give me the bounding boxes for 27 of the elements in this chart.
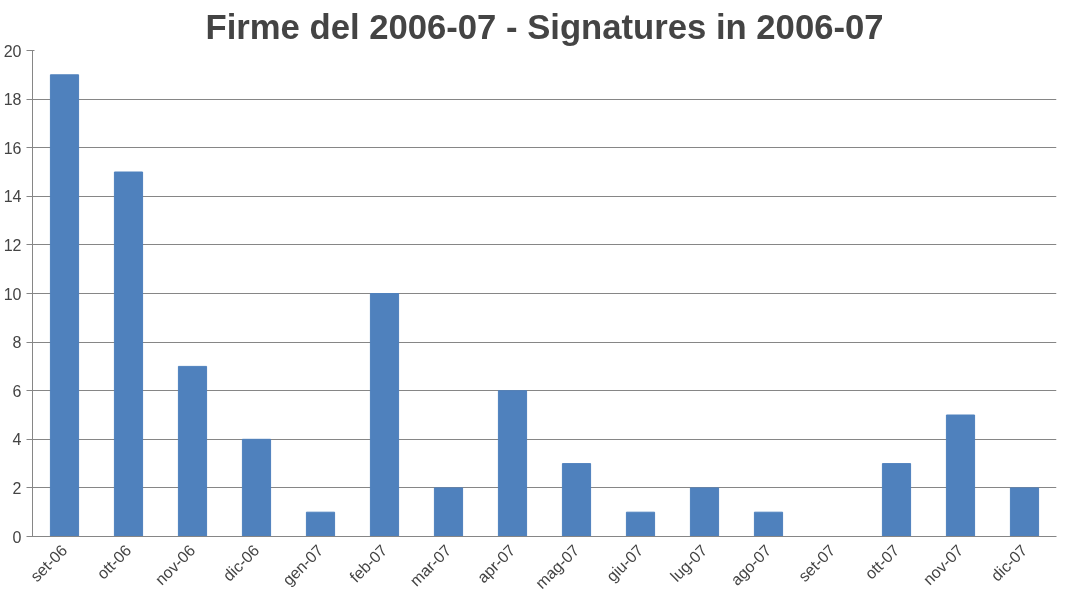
bar <box>49 74 80 537</box>
y-tick-label: 10 <box>3 285 22 303</box>
bar <box>113 171 144 537</box>
bar <box>561 463 592 537</box>
y-tick-label: 16 <box>3 139 22 157</box>
bar <box>177 365 208 537</box>
y-tick-label: 4 <box>12 431 22 449</box>
y-tick-label: 0 <box>12 528 22 546</box>
bar <box>753 511 784 537</box>
bar <box>1009 487 1040 537</box>
bar <box>305 511 336 537</box>
y-tick-label: 6 <box>12 382 22 400</box>
bar <box>945 414 976 537</box>
bar <box>689 487 720 537</box>
bar <box>497 390 528 537</box>
y-tick-label: 18 <box>3 91 22 109</box>
y-tick-label: 12 <box>3 236 22 254</box>
chart-title: Firme del 2006-07 - Signatures in 2006-07 <box>205 7 884 46</box>
bar <box>881 463 912 537</box>
y-tick-label: 20 <box>3 42 22 60</box>
y-tick-label: 14 <box>3 188 22 206</box>
bar <box>433 487 464 537</box>
y-tick-label: 8 <box>12 334 22 352</box>
bar <box>369 293 400 537</box>
bar <box>625 511 656 537</box>
bar <box>241 438 272 537</box>
y-tick-label: 2 <box>12 479 22 497</box>
